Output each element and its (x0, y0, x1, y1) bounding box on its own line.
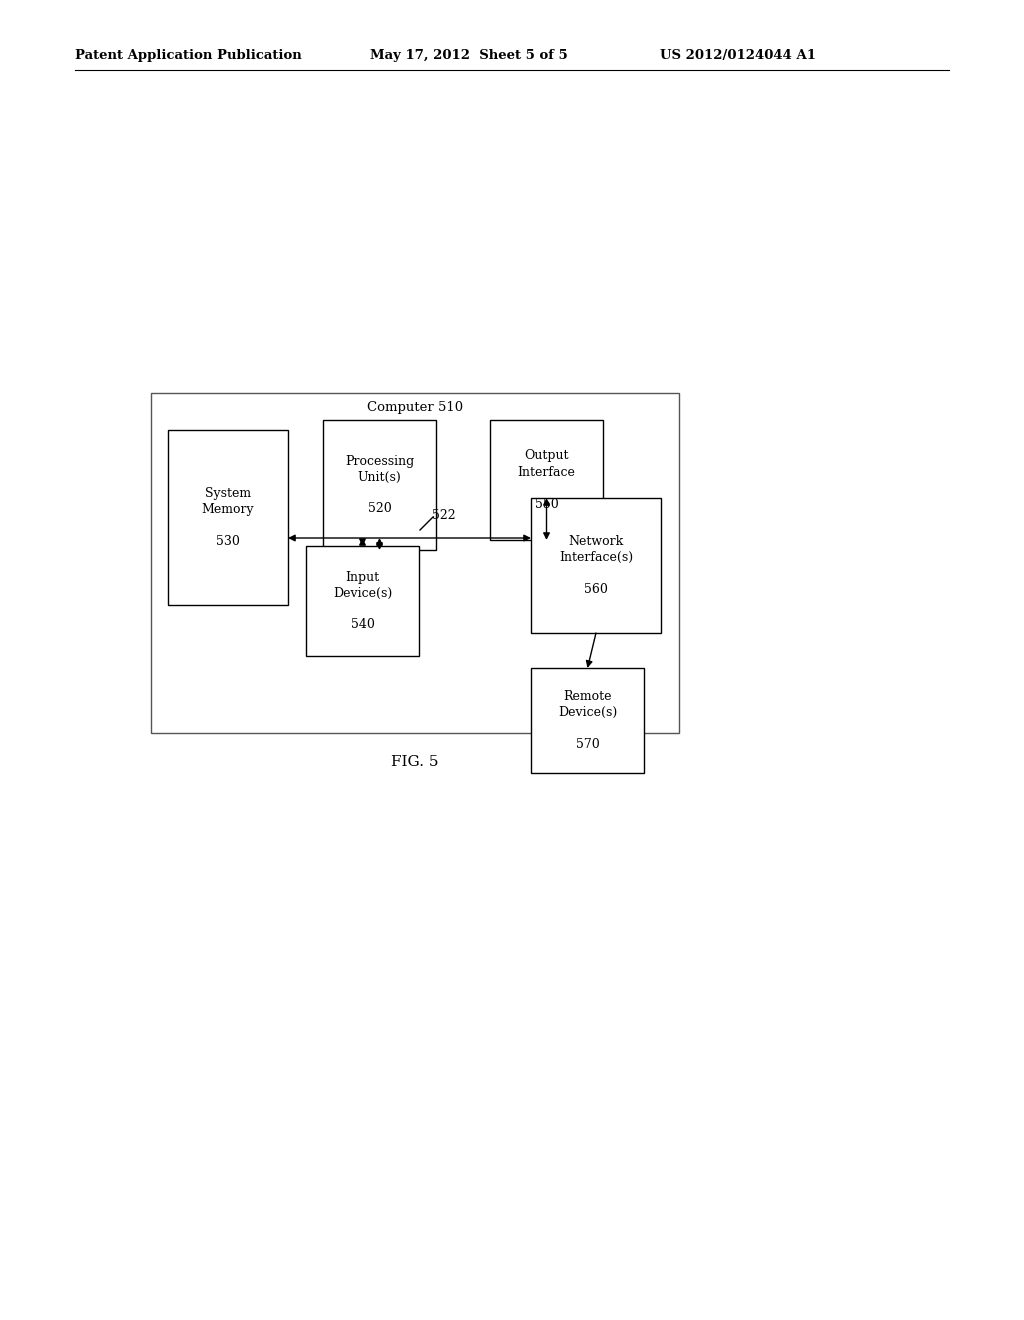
Text: Remote
Device(s)

570: Remote Device(s) 570 (558, 690, 617, 751)
Text: System
Memory

530: System Memory 530 (202, 487, 254, 548)
Text: Input
Device(s)

540: Input Device(s) 540 (333, 570, 392, 631)
Text: Output
Interface

550: Output Interface 550 (517, 450, 575, 511)
Bar (323, 420, 436, 550)
Bar (490, 420, 603, 540)
Bar (531, 668, 644, 774)
Text: Network
Interface(s)

560: Network Interface(s) 560 (559, 535, 633, 597)
Text: Computer 510: Computer 510 (367, 400, 463, 413)
Bar (151, 393, 679, 733)
Bar (306, 546, 419, 656)
Bar (531, 498, 662, 634)
Text: Patent Application Publication: Patent Application Publication (75, 49, 302, 62)
Text: 522: 522 (432, 510, 456, 521)
Bar (168, 430, 288, 605)
Text: US 2012/0124044 A1: US 2012/0124044 A1 (660, 49, 816, 62)
Text: May 17, 2012  Sheet 5 of 5: May 17, 2012 Sheet 5 of 5 (370, 49, 567, 62)
Text: FIG. 5: FIG. 5 (391, 755, 438, 770)
Text: Processing
Unit(s)

520: Processing Unit(s) 520 (345, 454, 414, 516)
